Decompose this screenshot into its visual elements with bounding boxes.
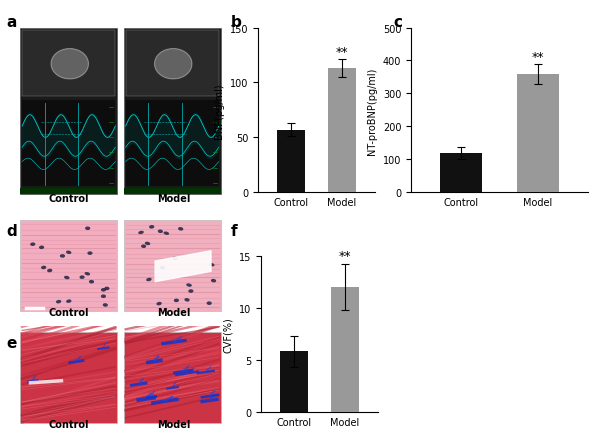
- Ellipse shape: [47, 269, 52, 273]
- Text: Control: Control: [49, 194, 89, 204]
- Bar: [20, 29, 118, 194]
- Ellipse shape: [138, 231, 144, 235]
- Ellipse shape: [188, 290, 193, 293]
- Text: Control: Control: [49, 307, 89, 318]
- Ellipse shape: [66, 251, 71, 254]
- Text: f: f: [231, 223, 238, 238]
- Ellipse shape: [146, 278, 152, 282]
- Polygon shape: [155, 49, 192, 80]
- Text: e: e: [6, 335, 16, 350]
- Ellipse shape: [178, 227, 184, 231]
- Bar: [124, 221, 221, 311]
- Ellipse shape: [60, 254, 65, 258]
- Bar: [124, 189, 221, 194]
- Ellipse shape: [89, 280, 94, 284]
- Bar: [124, 29, 221, 194]
- Ellipse shape: [30, 243, 35, 247]
- Ellipse shape: [41, 266, 46, 270]
- Bar: [20, 189, 118, 194]
- Text: c: c: [393, 15, 402, 30]
- Ellipse shape: [149, 226, 154, 229]
- Ellipse shape: [66, 300, 71, 303]
- Bar: [277, 131, 305, 193]
- Text: **: **: [532, 51, 544, 64]
- Bar: [20, 332, 118, 423]
- Ellipse shape: [211, 279, 216, 283]
- Bar: [20, 221, 118, 311]
- Ellipse shape: [160, 266, 165, 270]
- Ellipse shape: [186, 284, 192, 287]
- Ellipse shape: [174, 299, 179, 303]
- Text: Control: Control: [49, 419, 89, 429]
- Ellipse shape: [39, 246, 44, 250]
- Text: Model: Model: [158, 307, 191, 318]
- Y-axis label: NT-proBNP(pg/ml): NT-proBNP(pg/ml): [367, 67, 377, 154]
- Ellipse shape: [64, 276, 70, 279]
- Bar: [124, 332, 221, 423]
- Y-axis label: CVF(%): CVF(%): [223, 316, 233, 352]
- Bar: [517, 74, 559, 193]
- Ellipse shape: [88, 252, 92, 255]
- Bar: [440, 153, 482, 193]
- Bar: [125, 31, 219, 97]
- Text: b: b: [231, 15, 242, 30]
- Ellipse shape: [104, 287, 110, 290]
- Ellipse shape: [101, 288, 106, 292]
- Text: d: d: [6, 223, 17, 238]
- Text: a: a: [6, 15, 16, 30]
- Ellipse shape: [145, 242, 150, 246]
- Text: **: **: [335, 46, 348, 59]
- Bar: [328, 69, 356, 193]
- Text: **: **: [338, 250, 351, 262]
- Ellipse shape: [79, 276, 85, 279]
- Ellipse shape: [141, 245, 146, 248]
- Ellipse shape: [157, 302, 162, 306]
- Ellipse shape: [85, 272, 90, 276]
- Bar: [331, 287, 359, 412]
- Text: Model: Model: [158, 194, 191, 204]
- Bar: [125, 100, 219, 187]
- Ellipse shape: [184, 298, 190, 302]
- Ellipse shape: [56, 300, 61, 304]
- Ellipse shape: [85, 227, 90, 230]
- Ellipse shape: [158, 230, 163, 233]
- Polygon shape: [51, 49, 88, 80]
- Ellipse shape: [101, 295, 106, 298]
- Y-axis label: BNP(pg/ml): BNP(pg/ml): [214, 83, 224, 138]
- Text: Model: Model: [158, 419, 191, 429]
- Ellipse shape: [172, 257, 178, 261]
- Bar: [280, 352, 308, 412]
- Ellipse shape: [209, 263, 214, 267]
- Ellipse shape: [206, 302, 212, 305]
- Bar: [22, 31, 115, 97]
- Ellipse shape: [103, 304, 108, 307]
- Ellipse shape: [164, 232, 169, 235]
- Bar: [22, 100, 115, 187]
